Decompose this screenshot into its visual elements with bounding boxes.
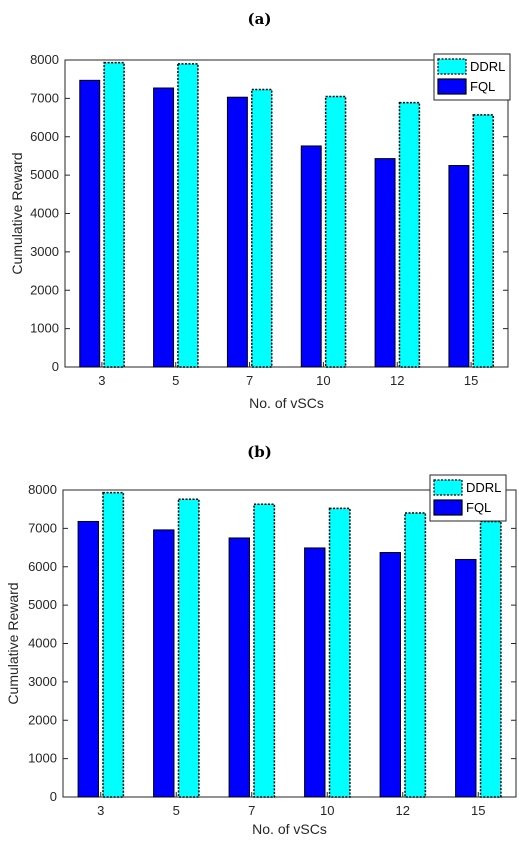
y-tick-label: 7000	[30, 90, 59, 105]
bar-ddrl	[177, 498, 200, 798]
bar-ddrl	[253, 503, 276, 798]
bar-ddrl	[398, 101, 421, 368]
y-tick-label: 0	[50, 789, 57, 804]
bar-fql	[79, 79, 101, 368]
plot-area-frame	[62, 489, 517, 798]
x-tick-label: 10	[316, 373, 330, 388]
bar-fql	[304, 547, 326, 798]
y-tick-label: 6000	[28, 559, 57, 574]
bar-chart-b: 0 1000 2000 3000 4000 5000 6000 7000 8000 3 5 7 10 12…	[5, 474, 517, 837]
x-tick-label: 15	[471, 803, 485, 818]
x-tick-label: 15	[464, 373, 478, 388]
bar-ddrl	[324, 95, 347, 368]
legend-label-fql: FQL	[466, 500, 491, 515]
bar-fql	[300, 145, 322, 368]
y-tick-label: 1000	[28, 751, 57, 766]
x-tick-label: 3	[98, 373, 105, 388]
y-tick-label: 6000	[30, 129, 59, 144]
bar-ddrl	[328, 507, 351, 798]
panel-label-a: (a)	[247, 10, 272, 28]
y-tick-label: 1000	[30, 321, 59, 336]
x-axis-label: No. of vSCs	[252, 821, 327, 837]
bar-chart-a: 0 1000 2000 3000 4000 5000 6000 7000 8000 3 5 7 10 12…	[9, 52, 511, 411]
y-tick-label: 5000	[28, 597, 57, 612]
y-tick-label: 8000	[30, 52, 59, 67]
bar-fql	[228, 537, 250, 798]
bar-ddrl	[472, 114, 494, 368]
x-tick-label: 7	[248, 803, 255, 818]
x-tick-label: 5	[173, 803, 180, 818]
plot-area-frame	[64, 59, 509, 368]
bar-fql	[455, 558, 477, 798]
x-tick-label: 5	[172, 373, 179, 388]
legend-label-fql: FQL	[470, 79, 495, 94]
legend-label-ddrl: DDRL	[466, 480, 501, 495]
y-axis-label: Cumulative Reward	[5, 582, 21, 704]
x-tick-label: 7	[246, 373, 253, 388]
bar-fql	[153, 87, 175, 368]
bar-ddrl	[177, 63, 199, 368]
bar-ddrl	[479, 520, 502, 798]
bar-fql	[226, 96, 248, 368]
panel-label-b: (b)	[247, 443, 272, 461]
bar-fql	[448, 165, 470, 368]
legend-swatch-ddrl	[437, 58, 467, 75]
y-tick-label: 7000	[28, 520, 57, 535]
x-tick-label: 10	[320, 803, 334, 818]
y-tick-label: 2000	[28, 712, 57, 727]
bar-fql	[374, 158, 396, 368]
bar-ddrl	[404, 512, 427, 798]
y-tick-label: 4000	[30, 206, 59, 221]
legend-swatch-fql	[437, 78, 467, 95]
y-tick-label: 2000	[30, 282, 59, 297]
y-axis-label: Cumulative Reward	[9, 152, 25, 274]
bar-fql	[379, 552, 401, 798]
bar-ddrl	[103, 61, 125, 368]
y-tick-label: 3000	[28, 674, 57, 689]
legend-swatch-ddrl	[433, 479, 463, 496]
bar-fql	[153, 529, 175, 798]
bar-ddrl	[251, 88, 273, 368]
legend-swatch-fql	[433, 499, 463, 516]
x-tick-label: 12	[396, 803, 410, 818]
bar-fql	[77, 520, 99, 798]
y-tick-label: 0	[52, 359, 59, 374]
y-tick-label: 4000	[28, 636, 57, 651]
x-tick-label: 12	[390, 373, 404, 388]
y-tick-label: 3000	[30, 244, 59, 259]
x-axis-label: No. of vSCs	[249, 395, 324, 411]
bar-ddrl	[102, 491, 125, 798]
y-tick-label: 5000	[30, 167, 59, 182]
legend-label-ddrl: DDRL	[470, 59, 505, 74]
x-tick-label: 3	[97, 803, 104, 818]
y-tick-label: 8000	[28, 482, 57, 497]
